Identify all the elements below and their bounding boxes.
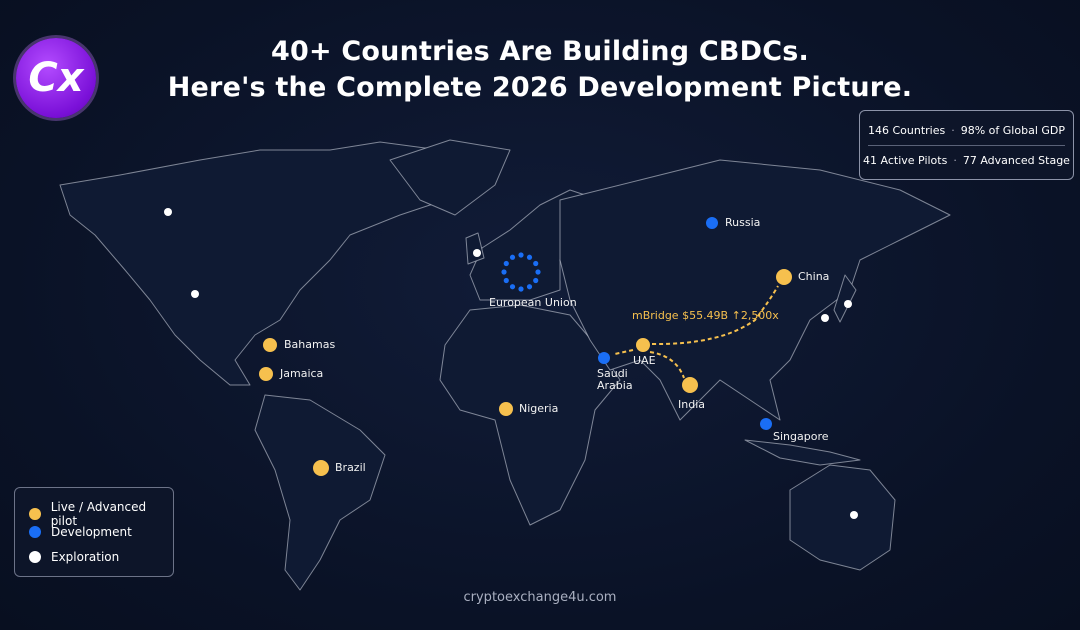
stat: 41 Active Pilots (863, 154, 948, 167)
marker (313, 460, 329, 476)
britain (465, 232, 485, 265)
legend-swatch (29, 526, 41, 538)
marker (760, 418, 772, 430)
route-india (649, 351, 685, 379)
stats-row: 146 Countries98% of Global GDP (860, 124, 1073, 137)
eu-star (533, 277, 539, 284)
marker (682, 377, 698, 393)
legend-label: Development (51, 525, 132, 539)
marker-label: Russia (725, 216, 761, 229)
marker (499, 402, 513, 416)
legend-label: Exploration (51, 550, 120, 564)
eu-star (509, 254, 516, 260)
eu-star (503, 277, 509, 284)
asia (559, 159, 951, 421)
eu-star (503, 260, 509, 267)
marker (263, 338, 277, 352)
eu-star (518, 286, 524, 292)
marker (844, 300, 852, 308)
stats-box: 146 Countries98% of Global GDP 41 Active… (859, 110, 1074, 180)
route-saudi (614, 349, 634, 355)
stat: 77 Advanced Stage (947, 154, 1070, 167)
eu-star (526, 284, 533, 290)
south-america (254, 394, 386, 591)
stat: 146 Countries (867, 124, 946, 137)
greenland (389, 139, 511, 216)
marker (821, 314, 829, 322)
marker (191, 290, 199, 298)
title-line: 40+ Countries Are Building CBDCs. (271, 36, 809, 67)
marker (164, 208, 172, 216)
eu-star (509, 284, 516, 290)
marker-label: Saudi Arabia (597, 367, 633, 392)
annotation: mBridge $55.49B ↑2,500x (632, 309, 779, 322)
marker (776, 269, 792, 285)
eu-star (533, 260, 539, 267)
marker (850, 511, 858, 519)
marker-label: Brazil (335, 461, 366, 474)
marker-label: India (678, 398, 705, 411)
north-america (59, 141, 471, 386)
africa (439, 304, 621, 526)
legend-item: Live / Advanced pilot (29, 500, 173, 528)
legend-swatch (29, 551, 41, 563)
marker (706, 217, 718, 229)
route-china (651, 285, 779, 346)
legend-item: Exploration (29, 550, 119, 564)
footer: cryptoexchange4u.com (463, 590, 617, 605)
legend-label: Live / Advanced pilot (50, 500, 147, 528)
marker-label: Singapore (773, 430, 829, 443)
marker (473, 249, 481, 257)
marker-label: Jamaica (280, 367, 324, 380)
legend-swatch (29, 508, 41, 520)
mbridge-routes (614, 285, 779, 379)
legend: Live / Advanced pilot Development Explorat… (14, 487, 174, 577)
eu-star (535, 269, 541, 275)
marker-label: China (798, 270, 830, 283)
marker-label: European Union (489, 296, 577, 309)
title-line: Here's the Complete 2026 Development Pic… (167, 72, 913, 103)
stat: 98% of Global GDP (945, 124, 1065, 137)
eu-star (526, 254, 533, 260)
marker (636, 338, 650, 352)
australia (789, 464, 896, 571)
japan (833, 274, 857, 323)
marker-label: UAE (633, 354, 656, 367)
marker (598, 352, 610, 364)
eu-star (518, 252, 524, 258)
legend-item: Development (29, 525, 132, 539)
stats-row: 41 Active Pilots77 Advanced Stage (860, 154, 1073, 167)
indonesia (744, 439, 861, 466)
marker-label: Nigeria (519, 402, 559, 415)
logo: Cx (16, 38, 96, 118)
eu-star (501, 269, 507, 275)
marker (259, 367, 273, 381)
marker-label: Bahamas (284, 338, 336, 351)
